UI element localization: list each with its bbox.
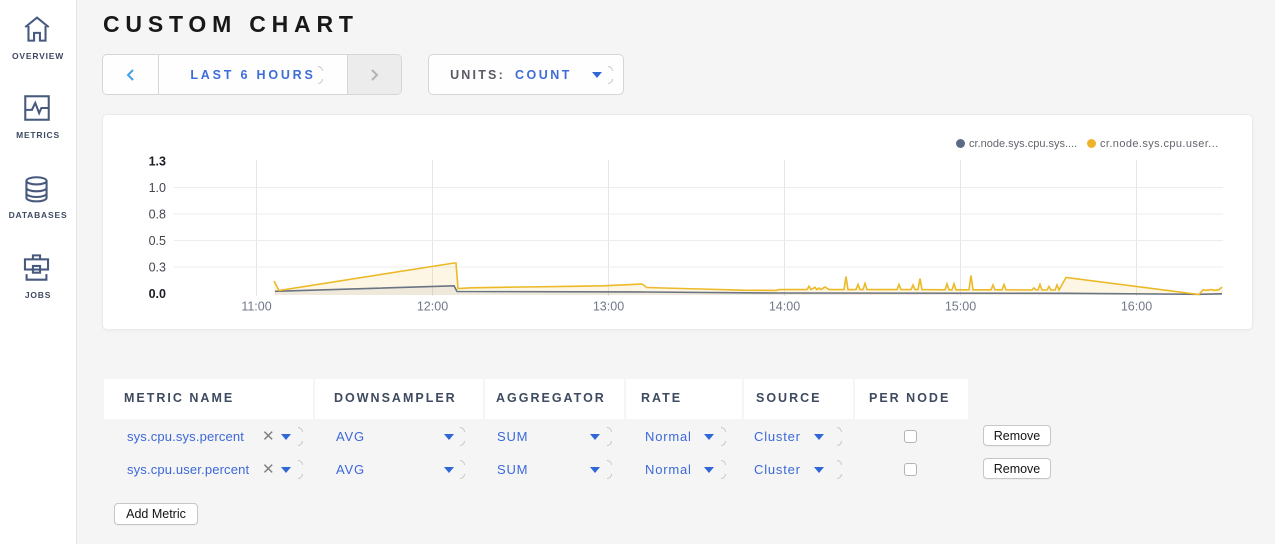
svg-text:16:00: 16:00 xyxy=(1121,300,1152,314)
svg-text:12:00: 12:00 xyxy=(417,300,448,314)
svg-text:0.3: 0.3 xyxy=(149,261,166,275)
svg-text:11:00: 11:00 xyxy=(241,300,271,314)
svg-text:0.8: 0.8 xyxy=(149,208,166,222)
svg-text:15:00: 15:00 xyxy=(945,300,976,314)
svg-text:1.0: 1.0 xyxy=(149,181,166,195)
svg-text:0.0: 0.0 xyxy=(149,287,166,301)
svg-text:14:00: 14:00 xyxy=(769,300,800,314)
svg-text:0.5: 0.5 xyxy=(149,234,166,248)
svg-text:13:00: 13:00 xyxy=(593,300,624,314)
svg-text:1.3: 1.3 xyxy=(149,155,166,169)
